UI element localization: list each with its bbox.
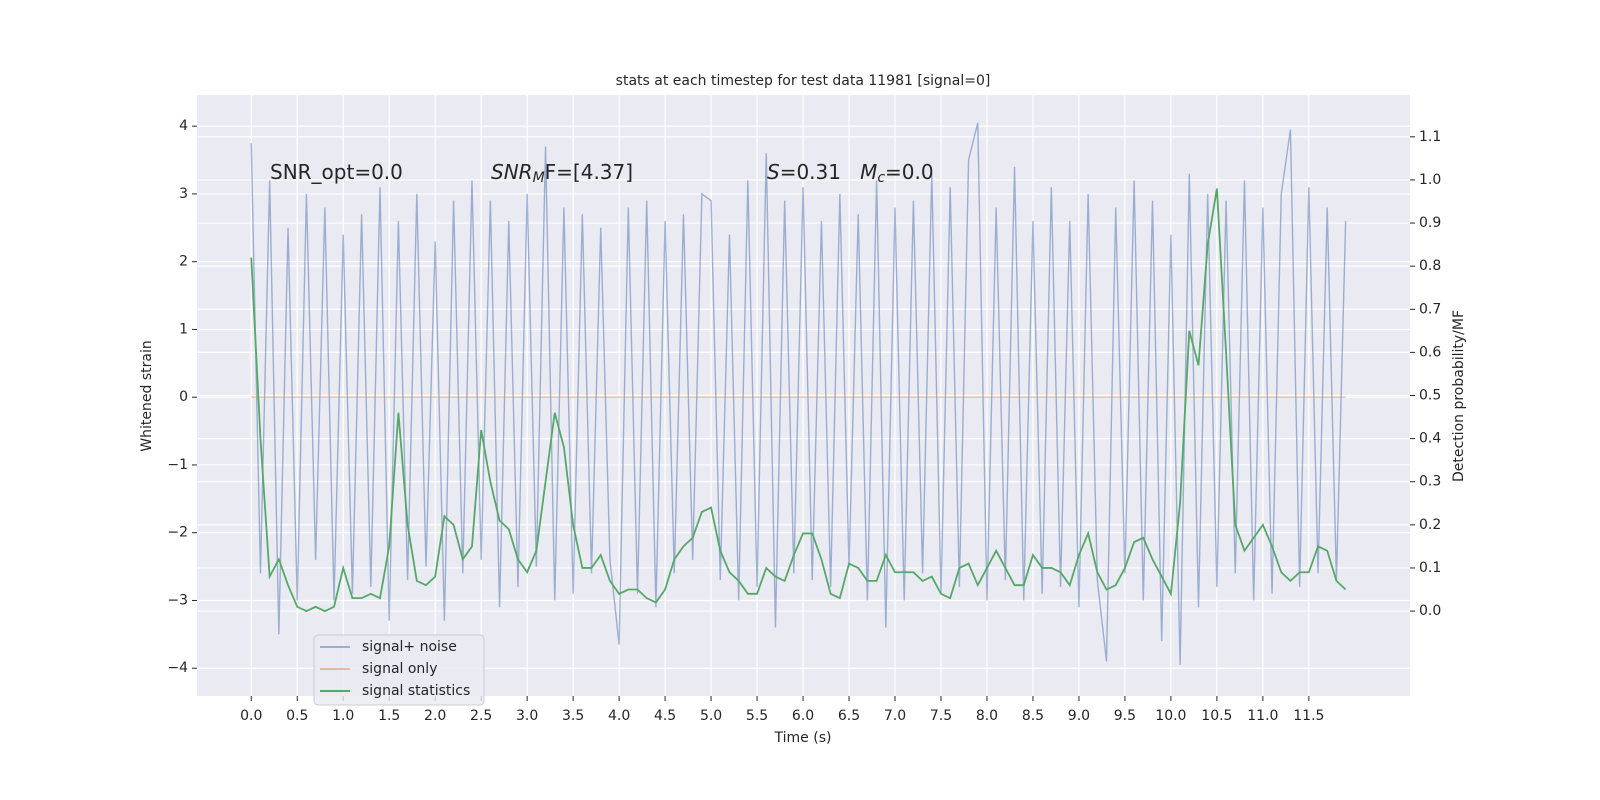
y2-tick-label: 0.9 (1419, 215, 1441, 231)
x-tick-label: 0.5 (286, 708, 308, 724)
y-tick-label: −2 (167, 525, 188, 541)
x-tick-label: 1.5 (378, 708, 400, 724)
x-tick-label: 2.0 (424, 708, 446, 724)
x-tick-label: 5.0 (700, 708, 722, 724)
y2-tick-label: 0.5 (1419, 388, 1441, 404)
y-tick-label: −1 (167, 457, 188, 473)
x-tick-label: 8.0 (976, 708, 998, 724)
y-tick-label: −4 (167, 660, 188, 676)
annotation-part: SNR (491, 160, 533, 184)
series-line (250, 122, 1347, 665)
x-tick-label: 8.5 (1022, 708, 1044, 724)
annotation: SNR_opt=0.0 (270, 160, 403, 184)
series-line (250, 188, 1347, 613)
y-tick-label: 1 (179, 321, 188, 337)
legend-label: signal only (362, 661, 437, 677)
x-tick-label: 9.0 (1068, 708, 1090, 724)
x-tick-label: 7.5 (930, 708, 952, 724)
annotation: SNRMF=[4.37] (491, 160, 633, 187)
annotation-part: SNR_opt=0.0 (270, 160, 403, 184)
x-tick-label: 4.5 (654, 708, 676, 724)
x-tick-label: 11.0 (1247, 708, 1278, 724)
x-tick-label: 3.5 (562, 708, 584, 724)
x-tick-label: 10.0 (1155, 708, 1186, 724)
marks (250, 122, 1347, 665)
y2-tick-label: 0.0 (1419, 603, 1441, 619)
y-tick-label: 3 (179, 186, 188, 202)
x-tick-label: 9.5 (1114, 708, 1136, 724)
x-tick-label: 11.5 (1293, 708, 1324, 724)
chart-title: stats at each timestep for test data 119… (616, 73, 991, 89)
y2-tick-label: 1.1 (1419, 129, 1441, 145)
annotations: SNR_opt=0.0 SNRMF=[4.37] S=0.31 Mc=0.0 (270, 160, 934, 187)
legend-box (313, 634, 485, 706)
y-tick-label: 0 (179, 389, 188, 405)
x-tick-label: 5.5 (746, 708, 768, 724)
y-axis-label: Whitened strain (139, 340, 155, 451)
x-tick-label: 4.0 (608, 708, 630, 724)
y2-tick-label: 0.7 (1419, 301, 1441, 317)
x-tick-label: 2.5 (470, 708, 492, 724)
x-tick-label: 10.5 (1201, 708, 1232, 724)
y2-tick-label: 0.6 (1419, 344, 1441, 360)
y2-tick-label: 0.2 (1419, 517, 1441, 533)
legend: signal+ noise signal only signal statistic… (313, 634, 485, 706)
y-tick-label: −3 (167, 592, 188, 608)
y-tick-label: 4 (179, 118, 188, 134)
x-tick-label: 6.0 (792, 708, 814, 724)
annotation-part: M (533, 170, 545, 186)
annotation-part: c (877, 170, 885, 186)
annotation-part: =0.31 (780, 160, 860, 184)
x-tick-label: 7.0 (884, 708, 906, 724)
annotation-part: =0.0 (885, 160, 934, 184)
y2-tick-label: 0.4 (1419, 431, 1441, 447)
y2-axis-label: Detection probability/MF (1451, 310, 1467, 482)
annotation-part: S (767, 160, 780, 184)
x-tick-label: 0.0 (240, 708, 262, 724)
x-tick-label: 6.5 (838, 708, 860, 724)
annotation-part: M (860, 160, 877, 184)
annotation-part: F=[4.37] (545, 160, 633, 184)
x-tick-label: 3.0 (516, 708, 538, 724)
x-tick-label: 1.0 (332, 708, 354, 724)
annotation: S=0.31 Mc=0.0 (767, 160, 934, 187)
ticks: 0.0 0.5 1.0 1.5 2.0 2.5 3.0 3.5 4.0 4.5 5.0 5.5 6.0 6… (167, 118, 1441, 724)
x-axis-label: Time (s) (774, 730, 832, 746)
y2-tick-label: 0.1 (1419, 560, 1441, 576)
legend-label: signal statistics (362, 683, 470, 699)
y2-tick-label: 0.3 (1419, 474, 1441, 490)
y2-tick-label: 1.0 (1419, 172, 1441, 188)
legend-label: signal+ noise (362, 639, 457, 655)
grid (197, 95, 1410, 696)
y-tick-label: 2 (179, 254, 188, 270)
y2-tick-label: 0.8 (1419, 258, 1441, 274)
